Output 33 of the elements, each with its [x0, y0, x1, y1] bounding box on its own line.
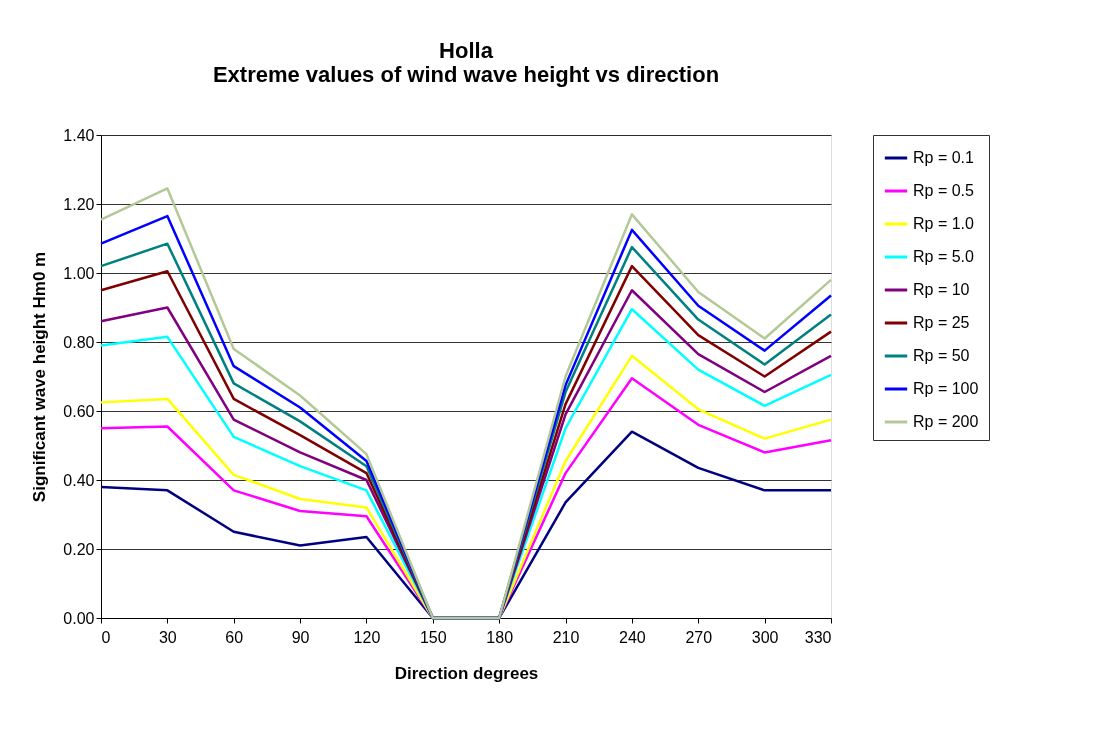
legend-label: Rp = 10 [913, 281, 970, 298]
legend-label: Rp = 100 [913, 380, 979, 397]
y-tick-label: 1.00 [63, 264, 95, 282]
x-tick-label: 90 [291, 628, 310, 646]
legend-label: Rp = 5.0 [913, 248, 975, 265]
legend-label: Rp = 50 [913, 347, 970, 364]
y-tick-label: 0.00 [63, 609, 95, 627]
legend-label: Rp = 200 [913, 413, 979, 430]
y-axis-title: Significant wave height Hm0 m [30, 251, 50, 503]
x-tick-label: 0 [101, 628, 111, 646]
x-tick-label: 240 [619, 628, 646, 646]
x-tick-label: 330 [804, 628, 832, 646]
x-axis-title: Direction degrees [394, 663, 539, 683]
x-tick-label: 180 [486, 628, 514, 646]
x-tick-label: 270 [685, 628, 713, 646]
x-tick-label: 30 [158, 628, 177, 646]
chart-subtitle: Extreme values of wind wave height vs direction [212, 62, 720, 87]
y-tick-label: 0.40 [63, 471, 95, 489]
y-tick-label: 1.40 [63, 126, 95, 144]
y-tick-label: 1.20 [63, 195, 95, 213]
x-tick-label: 210 [552, 628, 580, 646]
legend-label: Rp = 1.0 [913, 215, 975, 232]
legend-label: Rp = 0.1 [913, 149, 975, 166]
x-tick-label: 60 [225, 628, 244, 646]
x-tick-label: 120 [353, 628, 381, 646]
legend-label: Rp = 25 [913, 314, 970, 331]
y-tick-label: 0.60 [63, 402, 95, 420]
chart-title: Holla [439, 38, 494, 63]
y-tick-label: 0.20 [63, 540, 95, 558]
x-tick-label: 150 [419, 628, 447, 646]
legend-label: Rp = 0.5 [913, 182, 975, 199]
x-tick-label: 300 [751, 628, 779, 646]
y-tick-label: 0.80 [63, 333, 95, 351]
